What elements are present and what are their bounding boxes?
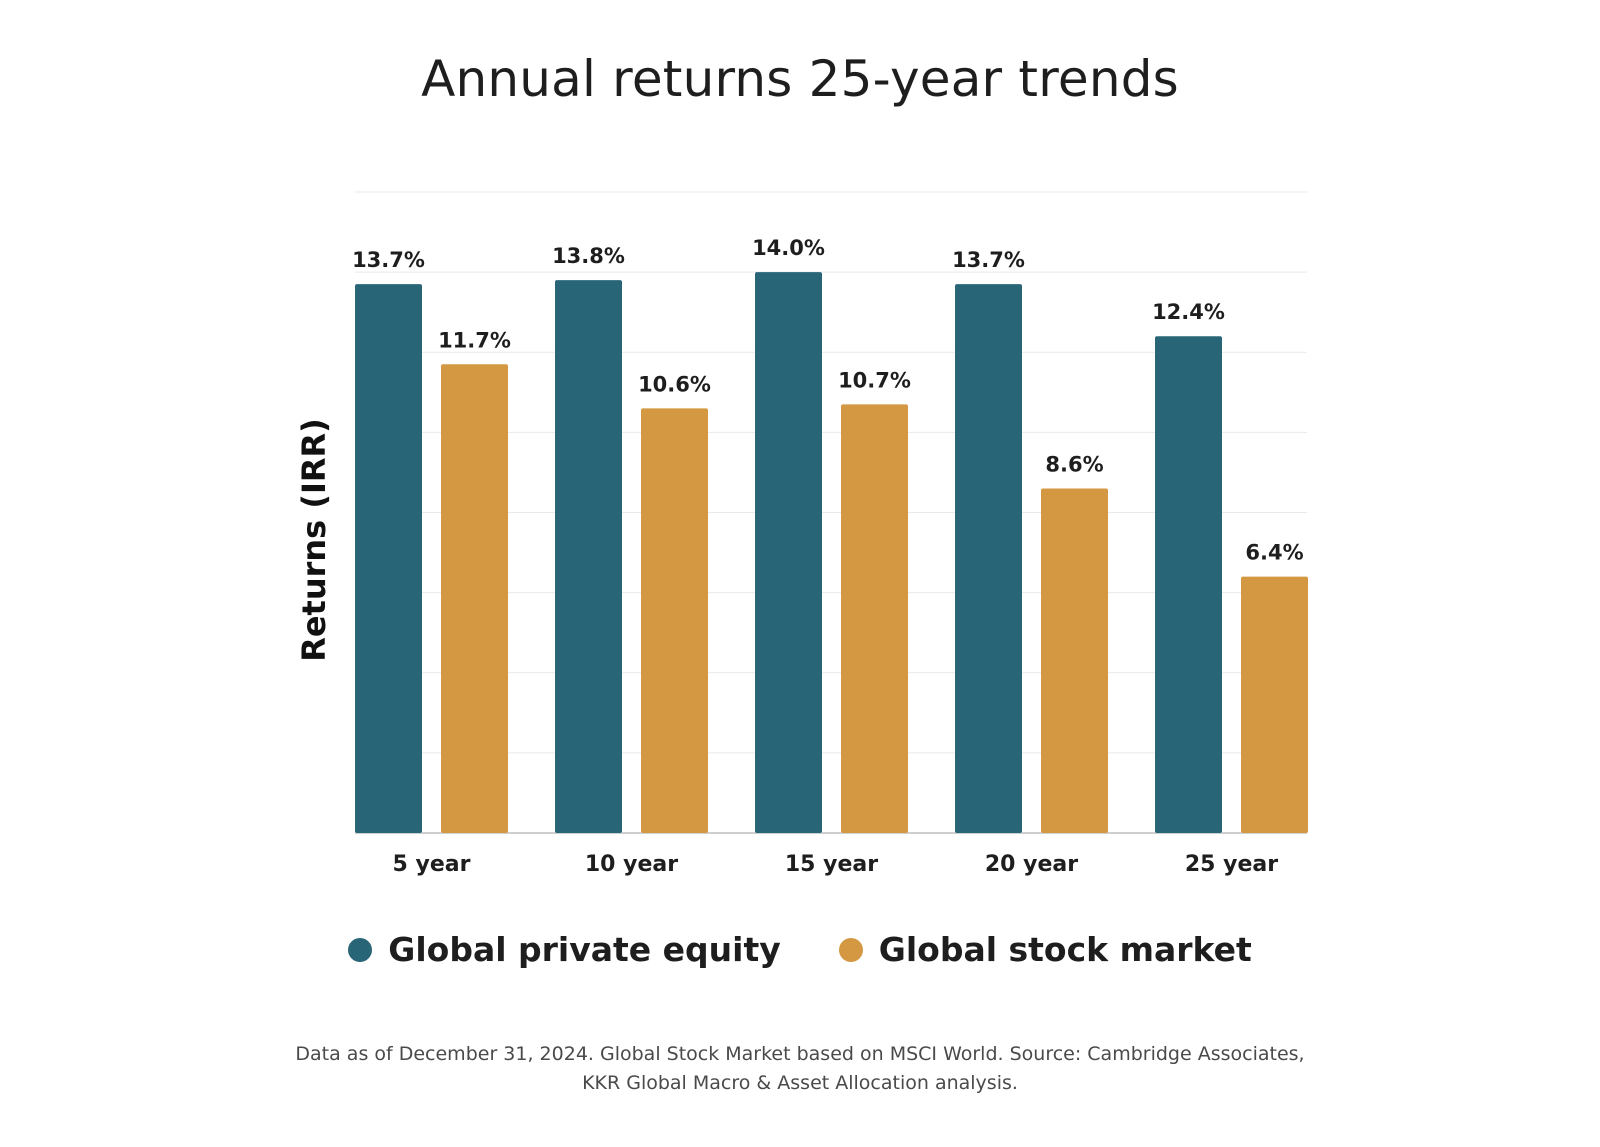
legend-label-stock-market: Global stock market bbox=[878, 930, 1252, 969]
footnote: Data as of December 31, 2024. Global Sto… bbox=[0, 1040, 1600, 1098]
x-tick-labels: 5 year 10 year 15 year 20 year 25 year bbox=[393, 852, 1279, 877]
footnote-line-1: Data as of December 31, 2024. Global Sto… bbox=[295, 1043, 1305, 1065]
bar-chart: 13.7% 11.7% 13.8% 10.6% 14.0% 10.7% 13.7% 8.6% 1… bbox=[295, 191, 1308, 877]
value-label-stock-market-4: 8.6% bbox=[1045, 452, 1103, 476]
value-label-stock-market-3: 10.7% bbox=[838, 368, 911, 392]
bar-private-equity-4 bbox=[955, 284, 1022, 833]
value-label-private-equity-1: 13.7% bbox=[352, 248, 425, 272]
bar-value-labels: 13.7% 11.7% 13.8% 10.6% 14.0% 10.7% 13.7% 8.6% 1… bbox=[352, 236, 1304, 564]
value-label-private-equity-4: 13.7% bbox=[952, 248, 1025, 272]
bar-stock-market-3 bbox=[841, 404, 908, 833]
bar-stock-market-4 bbox=[1041, 488, 1108, 833]
value-label-stock-market-5: 6.4% bbox=[1245, 541, 1303, 565]
bars bbox=[355, 272, 1308, 833]
value-label-stock-market-1: 11.7% bbox=[438, 328, 511, 352]
value-label-private-equity-5: 12.4% bbox=[1152, 300, 1225, 324]
legend-item-stock-market: Global stock market bbox=[838, 930, 1252, 969]
legend-swatch-stock-market bbox=[838, 937, 863, 962]
bar-private-equity-3 bbox=[755, 272, 822, 833]
value-label-private-equity-3: 14.0% bbox=[752, 236, 825, 260]
x-tick-label-5: 25 year bbox=[1185, 852, 1278, 877]
x-tick-label-3: 15 year bbox=[785, 852, 878, 877]
bar-stock-market-2 bbox=[641, 408, 708, 833]
bar-stock-market-1 bbox=[441, 364, 508, 833]
footnote-line-2: KKR Global Macro & Asset Allocation anal… bbox=[582, 1072, 1018, 1094]
legend-swatch-private-equity bbox=[348, 937, 373, 962]
x-tick-label-4: 20 year bbox=[985, 852, 1078, 877]
value-label-stock-market-2: 10.6% bbox=[638, 372, 711, 396]
gridlines bbox=[355, 191, 1307, 834]
bar-private-equity-1 bbox=[355, 284, 422, 833]
bar-private-equity-2 bbox=[555, 280, 622, 833]
chart-title: Annual returns 25-year trends bbox=[421, 50, 1179, 108]
legend-item-private-equity: Global private equity bbox=[348, 930, 781, 969]
y-axis-label: Returns (IRR) bbox=[295, 418, 333, 662]
bar-private-equity-5 bbox=[1155, 336, 1222, 833]
value-label-private-equity-2: 13.8% bbox=[552, 244, 625, 268]
legend-label-private-equity: Global private equity bbox=[388, 930, 781, 969]
legend: Global private equity Global stock marke… bbox=[0, 930, 1600, 969]
x-tick-label-2: 10 year bbox=[585, 852, 678, 877]
x-tick-label-1: 5 year bbox=[393, 852, 471, 877]
bar-stock-market-5 bbox=[1241, 576, 1308, 833]
